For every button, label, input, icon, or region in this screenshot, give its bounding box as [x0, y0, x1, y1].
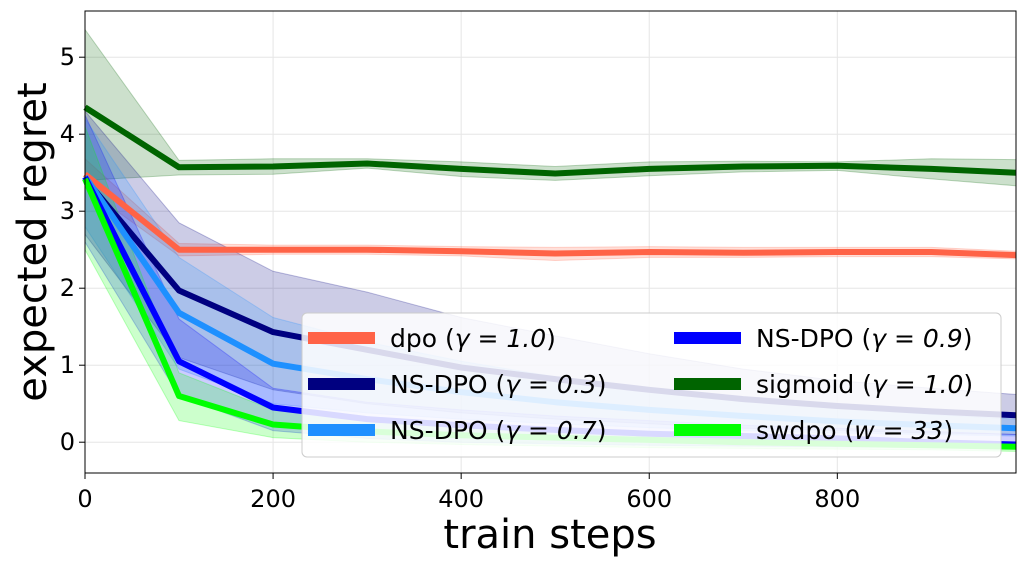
- x-tick-label: 800: [814, 485, 860, 513]
- legend-series-name: sigmoid (: [756, 370, 872, 399]
- legend-series-name: dpo (: [390, 324, 455, 353]
- legend-label: dpo (γ = 1.0): [390, 324, 556, 353]
- x-tick-label: 200: [250, 485, 296, 513]
- x-tick-label: 600: [626, 485, 672, 513]
- y-tick-label: 5: [60, 43, 75, 71]
- legend-series-name: swdpo (: [756, 416, 854, 445]
- y-tick-label: 3: [60, 197, 75, 225]
- legend-series-name: NS-DPO (: [390, 370, 505, 399]
- legend: dpo (γ = 1.0)NS-DPO (γ = 0.3)NS-DPO (γ =…: [301, 312, 1002, 458]
- x-axis-label: train steps: [443, 512, 656, 558]
- legend-label: NS-DPO (γ = 0.3): [390, 370, 606, 399]
- legend-series-param: γ = 0.3: [505, 370, 596, 399]
- series-line: [83, 104, 1017, 177]
- legend-label: NS-DPO (γ = 0.9): [756, 324, 972, 353]
- legend-series-param: γ = 1.0: [872, 370, 963, 399]
- legend-close-paren: ): [963, 324, 973, 353]
- legend-series-param: γ = 0.7: [505, 416, 596, 445]
- y-tick-label: 4: [60, 120, 75, 148]
- confidence-band: [84, 27, 1017, 187]
- legend-label: NS-DPO (γ = 0.7): [390, 416, 606, 445]
- legend-series-param: w = 33: [854, 416, 943, 445]
- legend-series-name: NS-DPO (: [756, 324, 871, 353]
- y-tick-label: 2: [60, 274, 75, 302]
- legend-label: swdpo (w = 33): [756, 416, 953, 445]
- legend-close-paren: ): [546, 324, 556, 353]
- legend-series-param: γ = 0.9: [871, 324, 962, 353]
- legend-series-name: NS-DPO (: [390, 416, 505, 445]
- x-tick-label: 0: [77, 485, 92, 513]
- x-axis-ticks: 0 200 400 600 800: [77, 473, 860, 513]
- y-tick-label: 1: [60, 351, 75, 379]
- y-axis-ticks: 0 1 2 3 4 5: [60, 43, 85, 456]
- plot-frame: [84, 10, 1017, 474]
- legend-close-paren: ): [597, 370, 607, 399]
- legend-close-paren: ): [943, 416, 953, 445]
- legend-close-paren: ): [963, 370, 973, 399]
- legend-close-paren: ): [597, 416, 607, 445]
- series-line: [83, 171, 1017, 259]
- x-tick-label: 400: [438, 485, 484, 513]
- legend-series-param: γ = 1.0: [455, 324, 546, 353]
- y-tick-label: 0: [60, 428, 75, 456]
- legend-box: [301, 312, 1002, 458]
- y-axis-label: expected regret: [10, 82, 56, 401]
- legend-label: sigmoid (γ = 1.0): [756, 370, 973, 399]
